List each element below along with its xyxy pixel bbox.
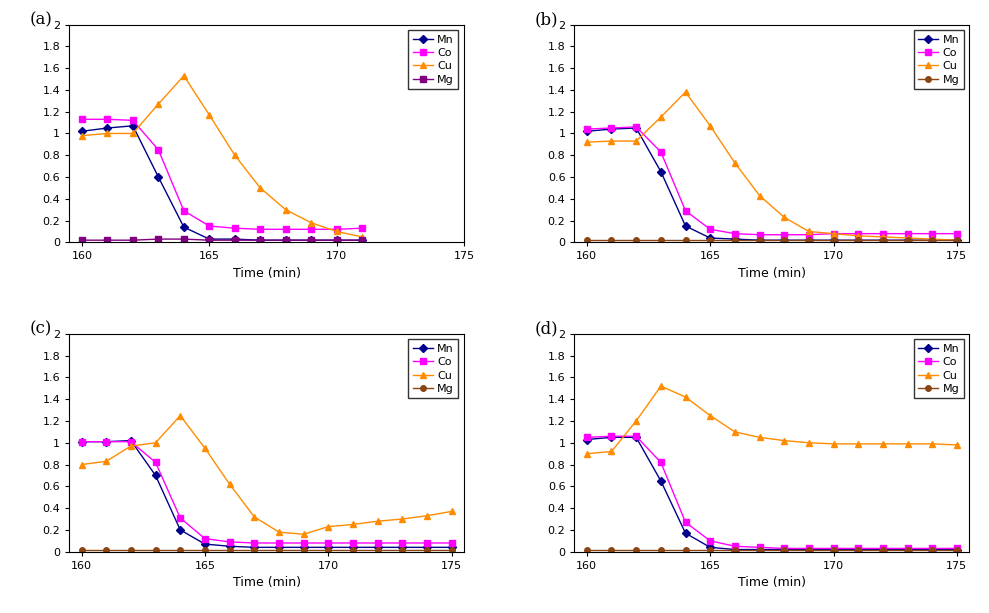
Legend: Mn, Co, Cu, Mg: Mn, Co, Cu, Mg (914, 30, 963, 89)
Text: (d): (d) (535, 321, 559, 338)
Text: (c): (c) (30, 321, 52, 338)
X-axis label: Time (min): Time (min) (232, 267, 301, 280)
X-axis label: Time (min): Time (min) (232, 576, 301, 589)
Text: (b): (b) (535, 12, 559, 28)
Legend: Mn, Co, Cu, Mg: Mn, Co, Cu, Mg (408, 340, 459, 398)
Legend: Mn, Co, Cu, Mg: Mn, Co, Cu, Mg (408, 30, 459, 89)
X-axis label: Time (min): Time (min) (738, 267, 806, 280)
Legend: Mn, Co, Cu, Mg: Mn, Co, Cu, Mg (914, 340, 963, 398)
X-axis label: Time (min): Time (min) (738, 576, 806, 589)
Text: (a): (a) (30, 12, 52, 28)
